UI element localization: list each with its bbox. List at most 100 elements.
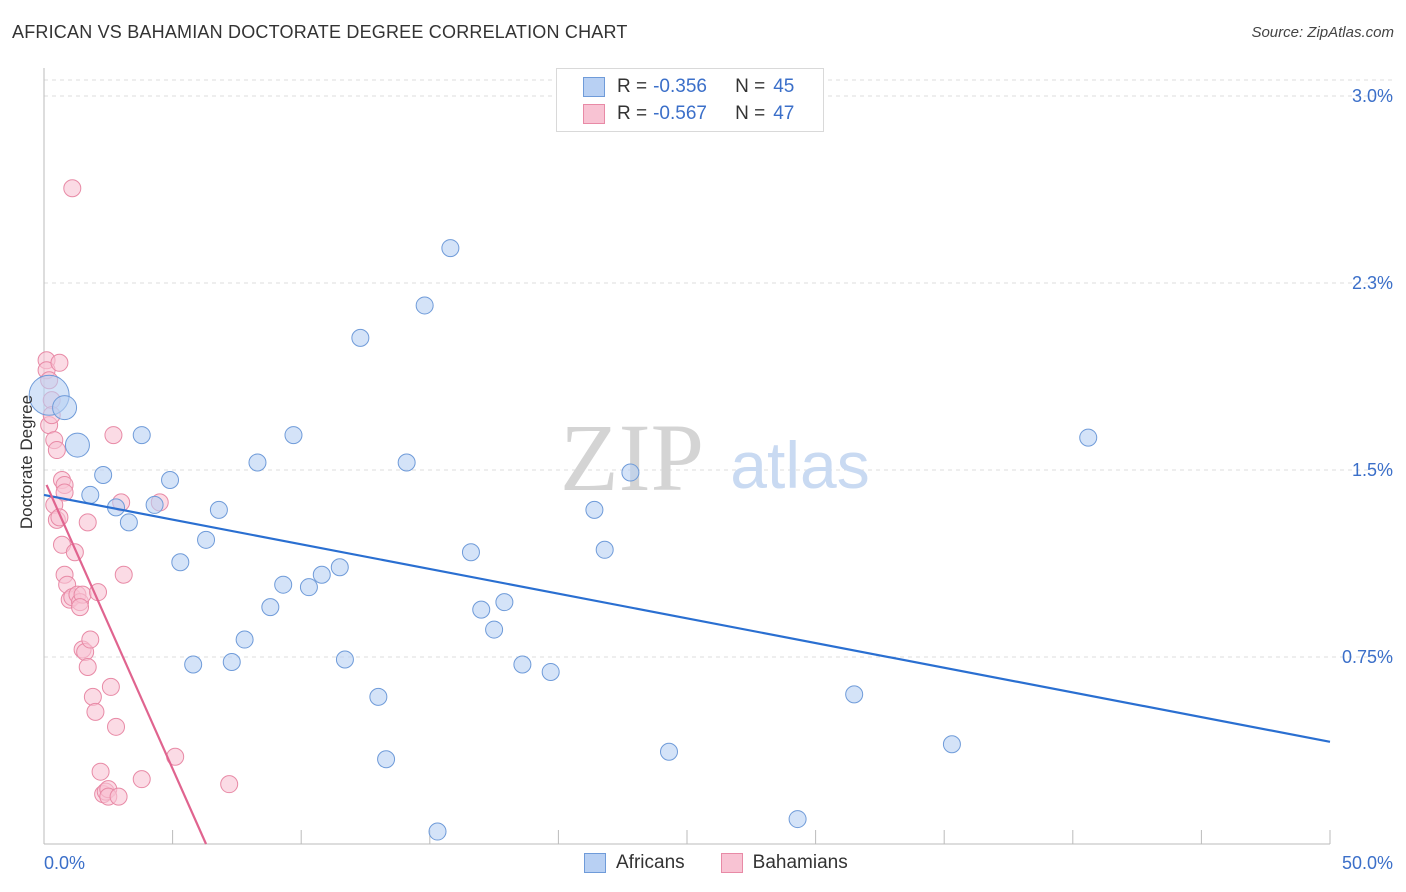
african-point <box>261 598 280 617</box>
bahamian-point <box>50 353 69 372</box>
african-point <box>161 470 180 489</box>
african-point <box>585 500 604 519</box>
african-point <box>52 395 78 421</box>
legend-item-bahamians[interactable]: Bahamians <box>720 852 848 874</box>
african-point <box>274 575 293 594</box>
series-legend: Africans Bahamians <box>584 852 884 874</box>
bahamians-label: Bahamians <box>752 852 848 873</box>
african-point <box>1079 428 1098 447</box>
y-axis-label: Doctorate Degree <box>17 395 36 529</box>
african-point <box>132 426 151 445</box>
africans-swatch <box>584 853 606 873</box>
watermark-zip: ZIP <box>560 404 704 511</box>
watermark: ZIP atlas <box>560 404 870 511</box>
n-label: N = <box>735 76 766 97</box>
chart-title: AFRICAN VS BAHAMIAN DOCTORATE DEGREE COR… <box>12 22 628 42</box>
african-point <box>942 735 961 754</box>
african-point <box>659 742 678 761</box>
n-value: 47 <box>773 103 795 124</box>
bahamian-point <box>83 687 102 706</box>
bahamian-point <box>132 770 151 789</box>
african-point <box>335 650 354 669</box>
african-point <box>94 465 113 484</box>
trend-lines <box>43 484 1331 845</box>
bahamians-swatch <box>583 104 605 124</box>
african-point <box>461 543 480 562</box>
bahamian-point <box>86 702 105 721</box>
bahamian-point <box>114 565 133 584</box>
bahamian-point <box>91 762 110 781</box>
bahamian-point <box>47 441 66 460</box>
african-point <box>248 453 267 472</box>
african-point <box>235 630 254 649</box>
bahamian-point <box>101 677 120 696</box>
african-point <box>145 495 164 514</box>
bahamian-point <box>63 179 82 198</box>
bahamian-point <box>71 598 90 617</box>
tick-labels: 0.75% 1.5% 2.3% 3.0% 0.0% 50.0% <box>44 86 1393 873</box>
bahamian-point <box>109 787 128 806</box>
african-point <box>397 453 416 472</box>
african-point <box>441 239 460 258</box>
african-point <box>472 600 491 619</box>
african-point <box>845 685 864 704</box>
legend-row-bahamians: R = -0.567 N = 47 <box>583 102 794 126</box>
african-point <box>197 530 216 549</box>
bahamian-point <box>220 775 239 794</box>
watermark-atlas: atlas <box>730 428 869 502</box>
african-point <box>312 565 331 584</box>
r-label: R = <box>617 76 648 97</box>
african-point <box>64 432 90 458</box>
bahamian-point <box>55 483 74 502</box>
african-point <box>595 540 614 559</box>
african-point <box>428 822 447 841</box>
bahamians-points <box>37 179 239 806</box>
african-point <box>330 558 349 577</box>
n-value: 45 <box>773 76 795 97</box>
african-point <box>541 662 560 681</box>
african-point <box>299 578 318 597</box>
legend-item-africans[interactable]: Africans <box>584 852 685 874</box>
bahamian-point <box>78 513 97 532</box>
y-tick-label: 1.5% <box>1352 460 1393 480</box>
y-tick-label: 3.0% <box>1352 86 1393 106</box>
african-point <box>284 426 303 445</box>
africans-swatch <box>583 77 605 97</box>
african-point <box>222 652 241 671</box>
african-point <box>513 655 532 674</box>
y-tick-label: 2.3% <box>1352 273 1393 293</box>
africans-points <box>28 239 1098 841</box>
y-tick-label: 0.75% <box>1342 647 1393 667</box>
african-point <box>351 328 370 347</box>
legend-row-africans: R = -0.356 N = 45 <box>583 75 794 99</box>
grid-lines <box>44 79 1392 658</box>
n-label: N = <box>735 103 766 124</box>
africans-trend-line <box>43 493 1331 743</box>
african-point <box>415 296 434 315</box>
bahamian-point <box>104 426 123 445</box>
bahamian-point <box>81 630 100 649</box>
x-tick-label: 50.0% <box>1342 853 1393 873</box>
african-point <box>81 485 100 504</box>
x-tick-label: 0.0% <box>44 853 85 873</box>
bahamian-point <box>107 717 126 736</box>
r-label: R = <box>617 103 648 124</box>
african-point <box>788 810 807 829</box>
african-point <box>485 620 504 639</box>
african-point <box>119 513 138 532</box>
r-value: -0.356 <box>653 76 707 97</box>
african-point <box>184 655 203 674</box>
r-value: -0.567 <box>653 103 707 124</box>
african-point <box>209 500 228 519</box>
african-point <box>621 463 640 482</box>
african-point <box>495 593 514 612</box>
african-point <box>377 750 396 769</box>
african-point <box>171 553 190 572</box>
bahamians-swatch <box>720 853 743 873</box>
african-point <box>369 687 388 706</box>
bahamian-point <box>78 657 97 676</box>
correlation-legend: R = -0.356 N = 45 R = -0.567 N = 47 <box>556 68 824 132</box>
africans-label: Africans <box>616 852 685 873</box>
source-label: Source: ZipAtlas.com <box>1251 24 1394 41</box>
